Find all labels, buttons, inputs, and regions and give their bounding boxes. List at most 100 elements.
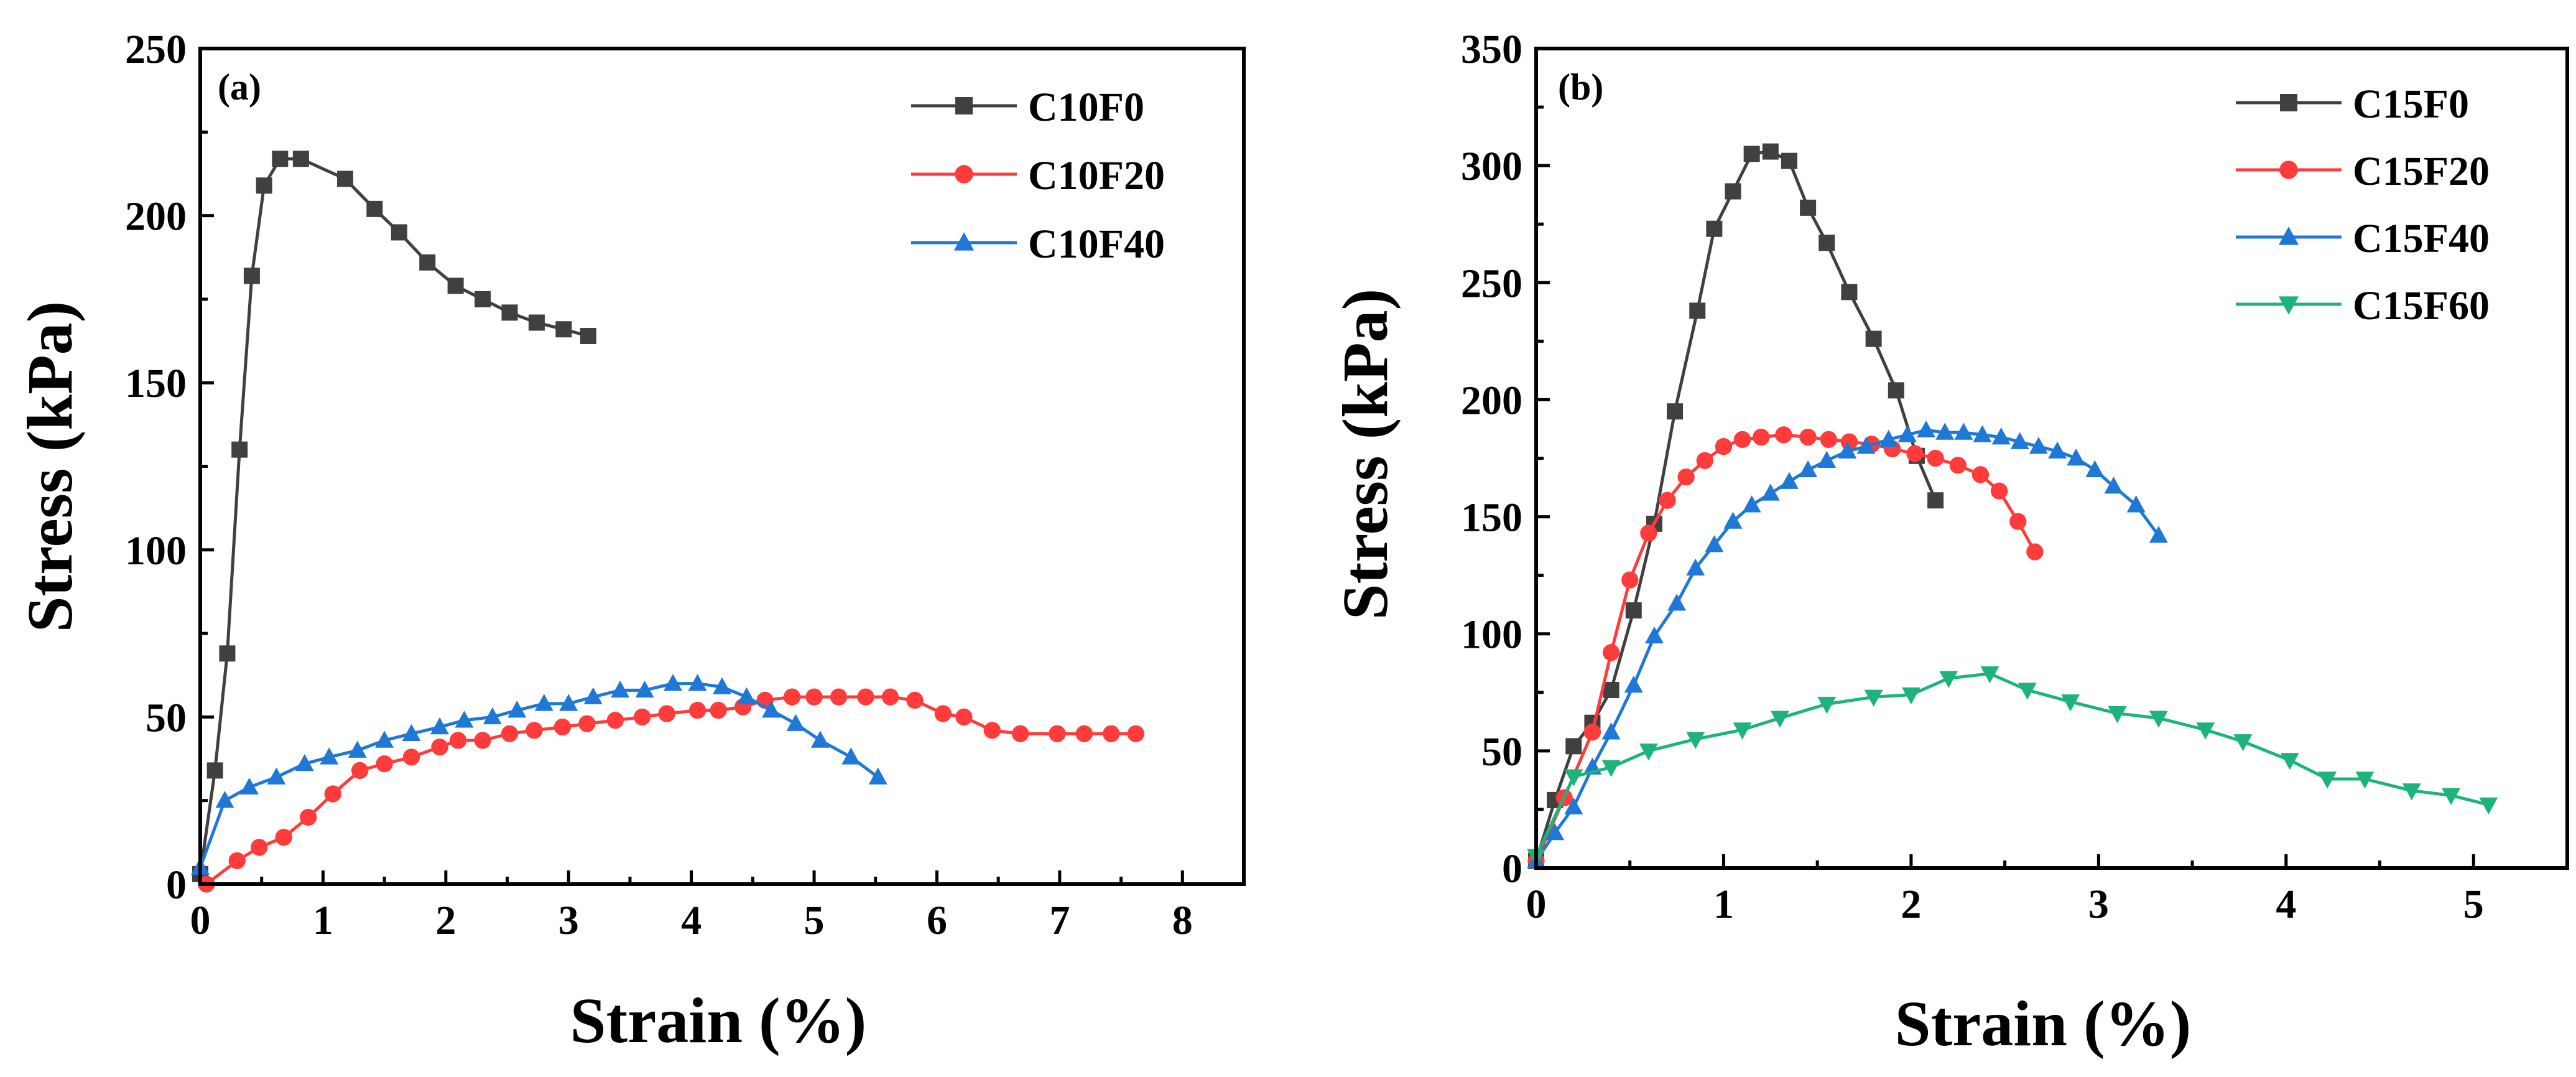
panel-a-series-C10F0-point-13	[475, 291, 491, 307]
panel-a-x-tick-label-6: 6	[927, 898, 947, 943]
panel-b-series-C15F40-point-1	[1545, 823, 1565, 841]
panel-a-series-C10F0-point-5	[256, 177, 272, 194]
panel-a-series-C10F40-point-11	[483, 707, 502, 725]
panel-a-series-C10F40-point-10	[455, 711, 474, 728]
panel-b-x-tick-label-0: 0	[1526, 882, 1547, 927]
panel-b-series-C15F40-point-18	[1879, 429, 1898, 447]
panel-a-series-C10F20-point-34	[1075, 725, 1093, 742]
panel-b-legend: C15F0 C15F20 C15F40 C15F60	[2236, 82, 2490, 329]
panel-a-series-C10F40-point-4	[295, 754, 314, 772]
panel-a-x-tick-label-7: 7	[1049, 898, 1070, 943]
panel-a-series-C10F0-point-17	[580, 327, 596, 344]
panel-b-y-tick-label-1: 50	[1481, 729, 1522, 775]
panel-b-series-C15F60-point-13	[2061, 694, 2080, 712]
panel-a-series-C10F20-point-28	[906, 691, 924, 709]
panel-b-series-C15F40-point-25	[2010, 432, 2029, 449]
panel-b-series-C15F40-point-11	[1742, 495, 1761, 513]
panel-b-series-C15F0-point-2	[1565, 738, 1582, 755]
panel-a-series-C10F0	[192, 151, 596, 882]
panel-a-legend-entry-C10F0: C10F0	[911, 85, 1144, 130]
panel-a-x-tick-label-4: 4	[681, 898, 702, 943]
panel-b-series-C15F20-point-19	[1927, 449, 1944, 467]
panel-b-legend-marker-C15F0-point-0	[2280, 94, 2297, 111]
panel-a-series-C10F40-point-19	[688, 674, 707, 691]
panel-b-series-C15F60-point-21	[2402, 783, 2421, 801]
panel-b-y-tick-label-6: 300	[1461, 144, 1522, 189]
panel-b-series-C15F0-point-9	[1706, 220, 1723, 237]
panel-b-series-C15F40-point-24	[1991, 427, 2011, 445]
panel-b-series-C15F60-point-10	[1939, 671, 1958, 688]
panel-b-series-C15F20-point-10	[1733, 431, 1751, 449]
panel-b-legend-marker-C15F40-point-0	[2278, 226, 2299, 245]
panel-b-series-C15F60-point-12	[2018, 683, 2037, 700]
panel-a-series-C10F20-point-20	[710, 702, 727, 719]
panel-b-series-C15F60-point-23	[2479, 797, 2498, 815]
panel-a-series-C10F20-point-19	[688, 702, 707, 719]
panel-a-series-C10F20-point-35	[1103, 725, 1120, 742]
panel-b-series-C15F20-point-21	[1971, 466, 1990, 483]
panel-a-series-C10F40-point-17	[635, 680, 654, 698]
panel-a-series-C10F20-point-2	[251, 839, 268, 856]
panel-a-series-C10F20-point-23	[783, 688, 801, 706]
panel-b-series-C15F0-point-20	[1927, 492, 1944, 509]
panel-b-series-C15F40-point-32	[2149, 526, 2168, 543]
panel-a-legend-label-C10F40: C10F40	[1028, 221, 1165, 267]
panel-a-x-tick-label-2: 2	[435, 898, 456, 943]
panel-b-series-C15F60-point-8	[1864, 689, 1883, 707]
panel-a-series-C10F40-point-6	[348, 740, 367, 758]
panel-a-series-C10F40-point-14	[559, 694, 578, 711]
panel-b-series-C15F20-point-9	[1715, 438, 1733, 455]
panel-b-series-C15F40-point-29	[2085, 460, 2105, 478]
panel-a-series-C10F40-point-7	[375, 730, 394, 748]
panel-a-series-C10F20-point-18	[658, 705, 675, 722]
panel-b-series-C15F60-point-9	[1901, 687, 1920, 705]
panel-b-series-C15F40-point-2	[1564, 797, 1583, 814]
panel-b-series-C15F40-point-22	[1954, 422, 1973, 440]
panel-a-legend-label-C10F0: C10F0	[1028, 85, 1144, 130]
panel-b-series-C15F40-point-13	[1780, 472, 1799, 489]
panel-b-series-C15F60-point-15	[2149, 711, 2168, 728]
panel-b-series-C15F20-point-7	[1677, 468, 1695, 486]
panel-a-series-C10F20-point-30	[955, 708, 973, 726]
panel-b-series-C15F40-point-21	[1935, 422, 1955, 440]
panel-a-series-C10F0-point-4	[243, 268, 260, 284]
panel-a-label: (a)	[218, 67, 261, 108]
panel-a-y-tick-label-2: 100	[125, 528, 187, 574]
panel-a-series-C10F20-point-6	[351, 762, 369, 780]
panel-a-series-C10F0-point-6	[272, 151, 289, 167]
panel-a-series-C10F20-point-3	[275, 829, 292, 846]
panel-b-series-C15F0-point-17	[1865, 330, 1882, 347]
panel-a-legend: C10F0 C10F20 C10F40	[911, 85, 1165, 267]
panel-b-series-C15F40-point-27	[2048, 441, 2067, 459]
panel-a-y-tick-label-4: 200	[125, 194, 187, 240]
panel-a-legend-entry-C10F40: C10F40	[911, 221, 1165, 267]
panel-b-series-C15F20-point-24	[2026, 543, 2044, 561]
panel-a-series-C10F40-point-9	[430, 717, 449, 735]
panel-a-series-C10F0-point-16	[555, 321, 572, 338]
panel-b-x-tick-label-5: 5	[2463, 882, 2484, 927]
panel-b-series-C15F20-point-13	[1799, 428, 1817, 446]
panel-b-series-C15F60-point-14	[2108, 706, 2127, 724]
panel-b-series-C15F0-point-13	[1781, 152, 1797, 169]
panel-b-series-C15F40-point-30	[2104, 477, 2123, 494]
panel-a-x-tick-label-3: 3	[558, 898, 579, 943]
panel-b-series-C15F40-point-17	[1856, 437, 1876, 454]
panel-b-series-C15F0-point-11	[1743, 146, 1760, 162]
panel-b-series-C15F60-point-4	[1686, 732, 1705, 749]
panel-b-series-C15F60-point-11	[1980, 666, 1999, 684]
panel-a-series-C10F40-point-2	[240, 777, 259, 795]
panel-a-series-C10F40-point-13	[534, 694, 554, 711]
panel-b-series-C15F20-point-2	[1583, 724, 1601, 741]
panel-b-series-C15F0-point-15	[1818, 235, 1835, 251]
panel-a-series-C10F20-point-31	[983, 722, 1001, 739]
panel-b-series-C15F20-point-6	[1659, 492, 1676, 509]
panel-b-x-tick-label-2: 2	[1901, 882, 1921, 927]
panel-b-label: (b)	[1558, 67, 1603, 108]
panel-a-series-C10F20-point-5	[324, 785, 341, 803]
panel-a-series-C10F20-point-4	[300, 808, 317, 826]
panel-b-series-C15F0-point-7	[1667, 403, 1684, 420]
panel-b-legend-entry-C15F60: C15F60	[2236, 283, 2490, 329]
panel-a-series-C10F20-point-14	[554, 718, 572, 736]
panel-b-series-C15F40-point-4	[1601, 722, 1621, 740]
panel-a-series-C10F20-point-33	[1049, 725, 1066, 742]
